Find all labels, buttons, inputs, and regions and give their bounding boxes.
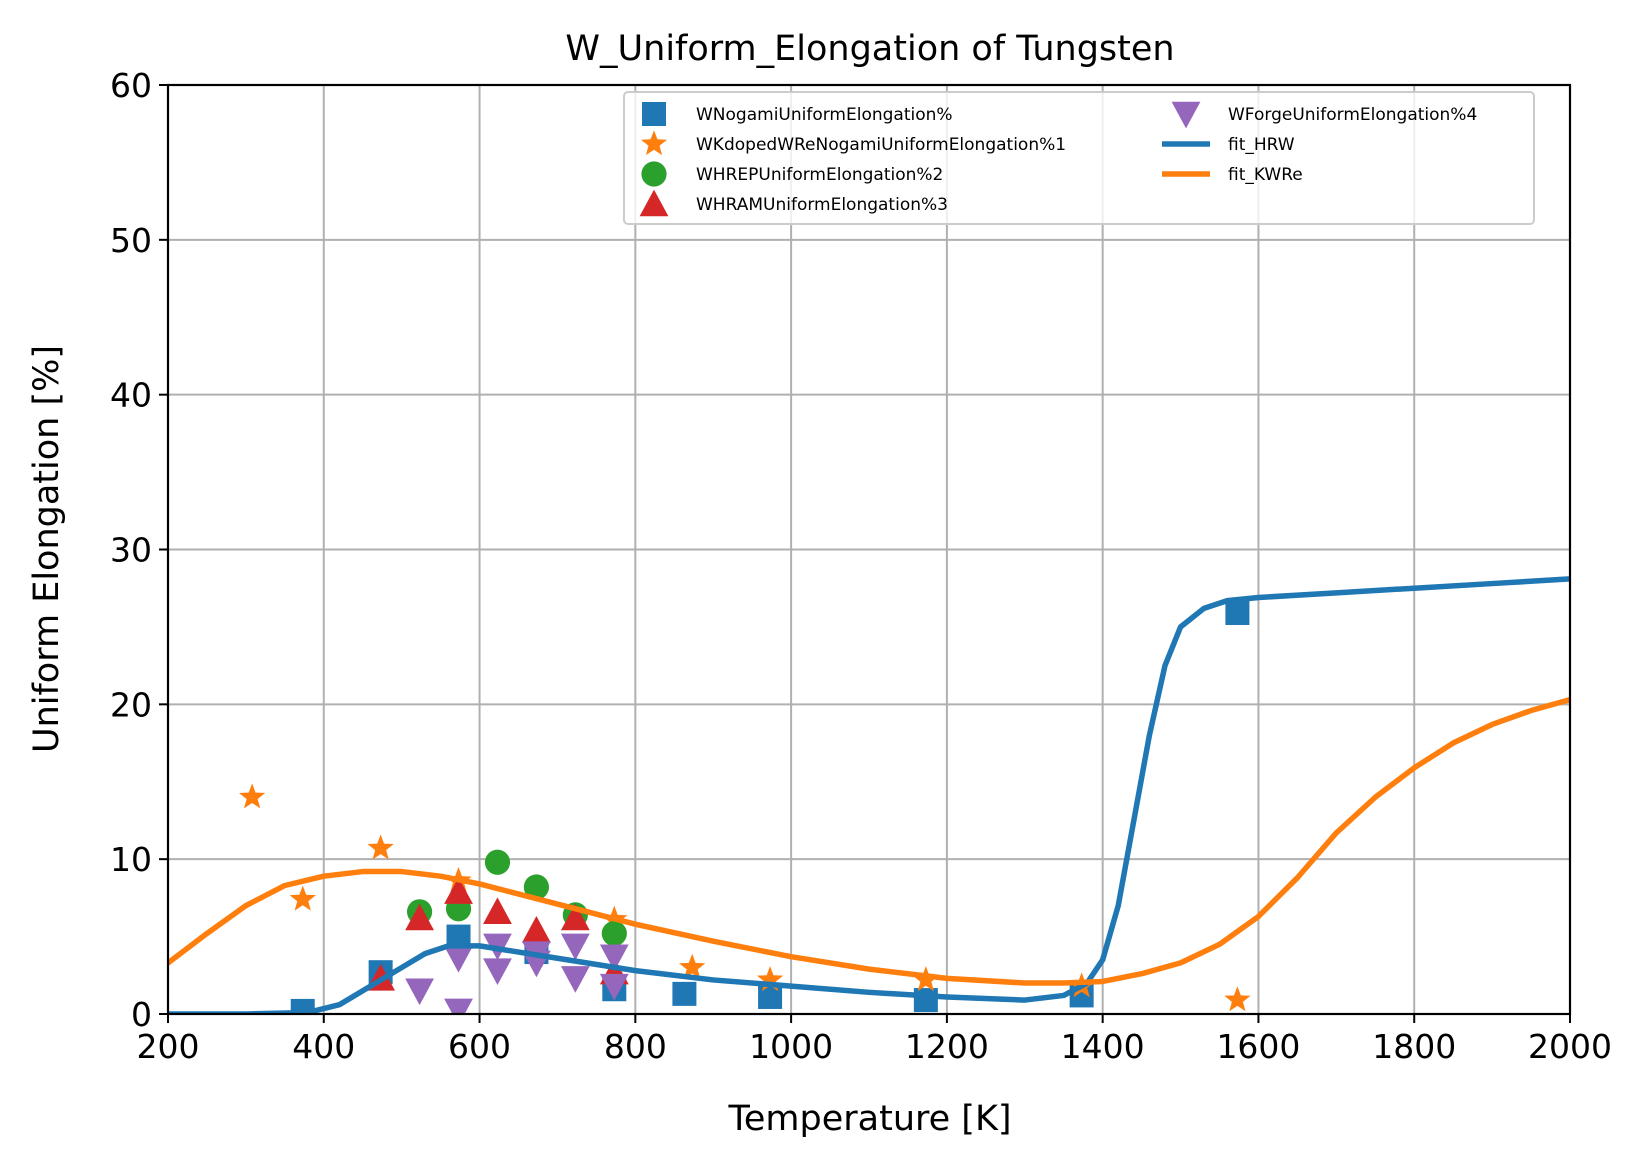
marker-square — [672, 981, 697, 1006]
marker-triangle-up — [444, 877, 473, 904]
y-tick-label: 30 — [110, 531, 152, 570]
x-tick-label: 1600 — [1216, 1027, 1300, 1066]
y-tick-label: 20 — [110, 685, 152, 724]
series-line-fit_KWRe — [168, 696, 1570, 986]
marker-triangle-down — [444, 946, 473, 973]
x-tick-label: 1200 — [905, 1027, 989, 1066]
x-axis-label: Temperature [K] — [727, 1099, 1011, 1139]
x-tick-label: 1400 — [1061, 1027, 1145, 1066]
marker-star — [367, 834, 394, 860]
marker-triangle-down — [599, 944, 629, 972]
legend-label: WNogamiUniformElongation% — [696, 105, 953, 125]
marker-star — [679, 953, 706, 979]
series-line-fit_HRW — [168, 576, 1570, 1014]
marker-triangle-down — [405, 978, 434, 1006]
marker-circle — [484, 849, 511, 875]
y-tick-label: 0 — [131, 995, 152, 1034]
marker-triangle-down — [560, 933, 590, 961]
marker-triangle-down — [560, 966, 590, 993]
legend: WNogamiUniformElongation% WKdopedWReNogam… — [623, 91, 1535, 225]
legend-label: fit_HRW — [1228, 135, 1295, 155]
x-tick-label: 2000 — [1528, 1027, 1612, 1066]
legend-label: WHREPUniformElongation%2 — [696, 165, 943, 185]
marker-triangle-down — [599, 973, 629, 1001]
legend-box — [623, 91, 1535, 225]
legend-marker-triangle-up — [639, 189, 669, 217]
marker-star — [239, 783, 266, 809]
legend-label: WForgeUniformElongation%4 — [1228, 105, 1477, 125]
y-tick-label: 40 — [110, 376, 152, 415]
legend-label: WKdopedWReNogamiUniformElongation%1 — [696, 135, 1066, 155]
y-tick-label: 50 — [110, 221, 152, 260]
marker-star — [289, 885, 316, 911]
plot-area — [168, 576, 1570, 1014]
chart-title: W_Uniform_Elongation of Tungsten — [565, 29, 1174, 69]
x-tick-label: 400 — [292, 1027, 355, 1066]
y-tick-label: 60 — [110, 66, 152, 105]
y-axis-label: Uniform Elongation [%] — [27, 345, 67, 753]
legend-marker-triangle-down — [1171, 101, 1201, 129]
marker-triangle-down — [444, 998, 473, 1014]
x-tick-label: 600 — [448, 1027, 511, 1066]
marker-star — [756, 966, 784, 992]
marker-triangle-up — [405, 903, 434, 931]
legend-label: WHRAMUniformElongation%3 — [696, 195, 948, 215]
legend-marker-star — [640, 130, 668, 156]
legend-label: fit_KWRe — [1228, 165, 1303, 185]
x-tick-label: 800 — [604, 1027, 667, 1066]
y-tick-label: 10 — [110, 840, 152, 879]
x-tick-label: 1000 — [749, 1027, 833, 1066]
legend-marker-circle — [641, 161, 667, 187]
marker-triangle-up — [560, 903, 590, 931]
x-tick-label: 200 — [137, 1027, 200, 1066]
marker-triangle-down — [483, 958, 512, 986]
marker-triangle-up — [483, 897, 512, 925]
marker-triangle-up — [522, 915, 551, 943]
marker-circle — [523, 874, 550, 900]
legend-marker-square — [642, 102, 666, 126]
marker-square — [1225, 600, 1250, 625]
x-tick-label: 1800 — [1372, 1027, 1456, 1066]
marker-square — [758, 984, 783, 1009]
ticks: 200 400 600 800 1000 1200 1400 1600 1800 2000 0 10 2… — [110, 66, 1612, 1066]
marker-circle — [601, 920, 627, 947]
marker-square — [913, 988, 938, 1013]
marker-star — [1224, 986, 1251, 1012]
